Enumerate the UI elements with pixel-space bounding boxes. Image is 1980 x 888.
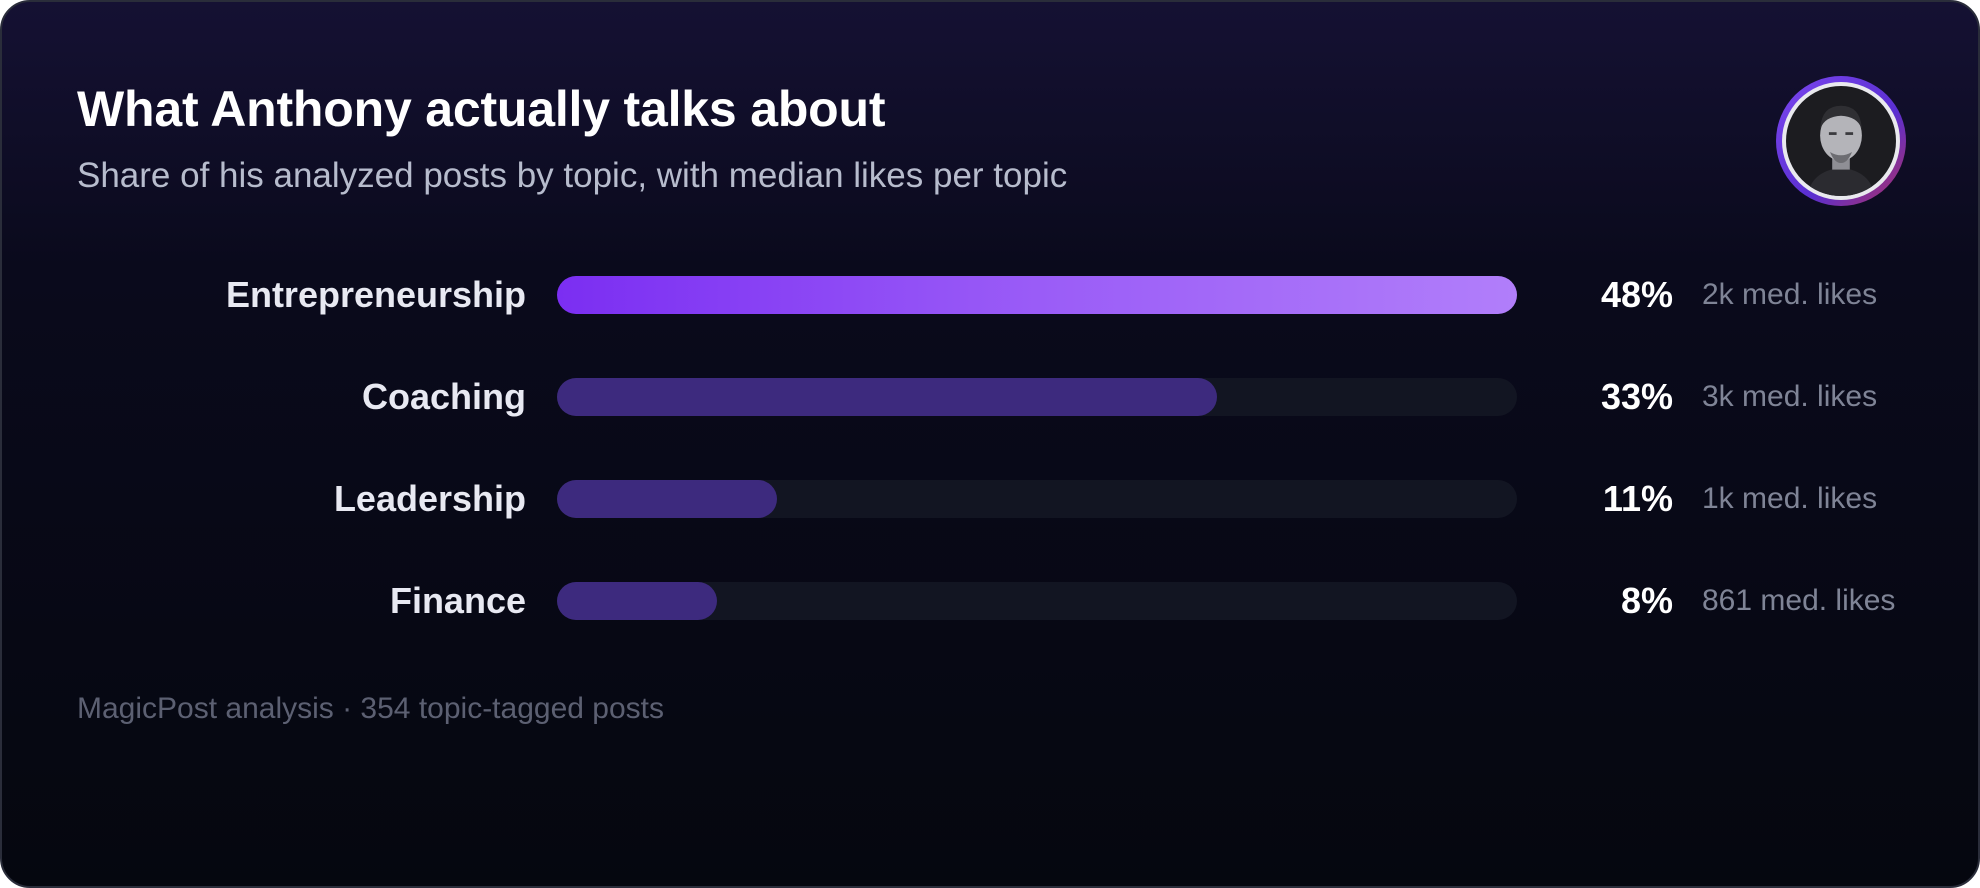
- category-label-leadership: Leadership: [333, 478, 526, 519]
- portrait-svg: [1786, 86, 1896, 196]
- bar-coaching: [557, 378, 1217, 416]
- bar-track-entrepreneurship: [557, 276, 1517, 314]
- person-portrait-icon: [1782, 82, 1900, 200]
- value-label-leadership: 11%: [1602, 478, 1673, 519]
- bar-finance: [557, 582, 717, 620]
- page-title: What Anthony actually talks about: [77, 81, 886, 137]
- bar-entrepreneurship: [557, 276, 1517, 314]
- value-label-coaching: 33%: [1600, 376, 1673, 417]
- median-likes-coaching: 3k med. likes: [1702, 380, 1878, 413]
- bar-track-leadership: [557, 480, 1517, 518]
- avatar: [1776, 76, 1906, 206]
- bar-leadership: [557, 480, 777, 518]
- median-likes-entrepreneurship: 2k med. likes: [1702, 278, 1878, 311]
- footer-note: MagicPost analysis · 354 topic-tagged po…: [77, 692, 664, 725]
- category-label-coaching: Coaching: [361, 376, 526, 417]
- page-subtitle: Share of his analyzed posts by topic, wi…: [77, 156, 1068, 195]
- category-label-entrepreneurship: Entrepreneurship: [225, 274, 526, 315]
- bar-track-coaching: [557, 378, 1517, 416]
- value-label-finance: 8%: [1620, 580, 1673, 621]
- median-likes-leadership: 1k med. likes: [1702, 482, 1878, 515]
- category-label-finance: Finance: [389, 580, 526, 621]
- bar-track-finance: [557, 582, 1517, 620]
- median-likes-finance: 861 med. likes: [1702, 584, 1896, 617]
- value-label-entrepreneurship: 48%: [1600, 274, 1673, 315]
